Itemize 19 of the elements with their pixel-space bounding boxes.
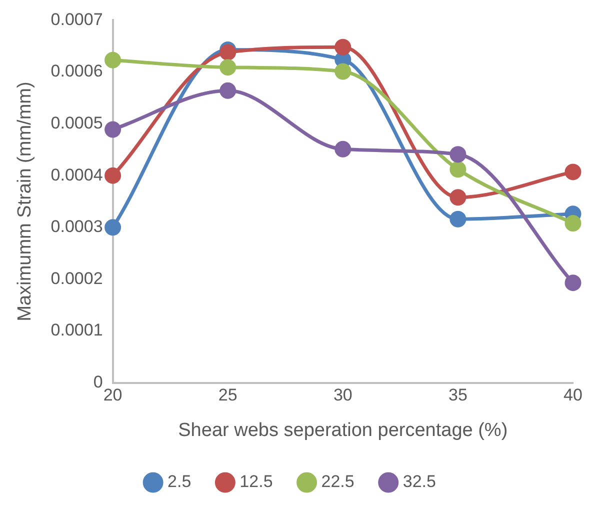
y-tick-label: 0.0006 — [50, 62, 103, 81]
legend-label: 22.5 — [321, 472, 354, 492]
x-tick-label: 40 — [564, 386, 582, 405]
y-tick-label: 0.0004 — [50, 165, 103, 184]
y-axis-title: Maximumm Strain (mm/mm) — [14, 82, 36, 322]
y-tick-label: 0.0003 — [50, 217, 103, 236]
y-tick-label: 0.0007 — [50, 10, 103, 29]
x-tick-label: 20 — [103, 386, 122, 405]
x-tick-label: 35 — [448, 386, 468, 405]
legend-label: 32.5 — [402, 472, 436, 492]
legend-label: 2.5 — [168, 472, 192, 492]
y-tick-label: 0.0005 — [50, 113, 103, 132]
y-tick-label: 0.0001 — [50, 320, 103, 340]
x-axis-title: Shear webs seperation percentage (%) — [178, 420, 508, 441]
x-tick-label: 25 — [218, 386, 238, 405]
y-tick-label: 0.0002 — [50, 268, 103, 288]
x-tick-label: 30 — [333, 386, 352, 405]
y-tick-label: 0 — [93, 372, 103, 392]
legend-label: 12.5 — [240, 472, 273, 492]
